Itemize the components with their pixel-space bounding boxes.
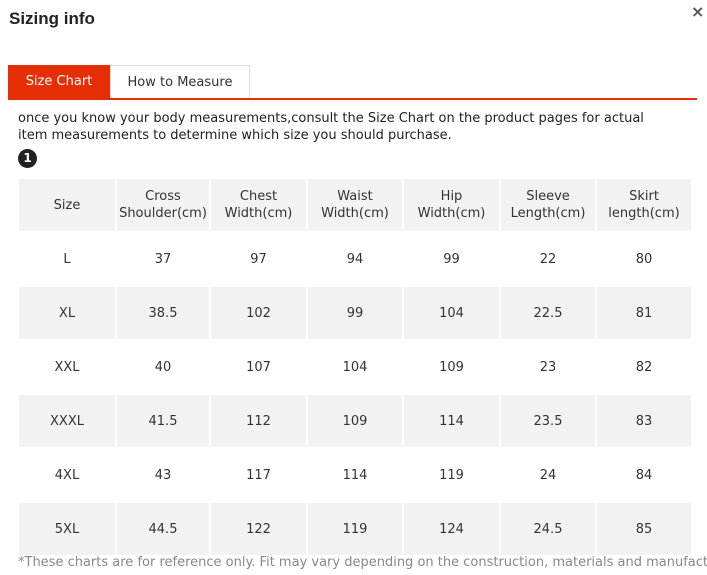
table-cell: 109 [439, 359, 464, 375]
table-cell: 23.5 [501, 395, 595, 447]
table-cell: XL [19, 287, 115, 339]
table-cell: 80 [635, 251, 653, 267]
table-cell: 124 [404, 503, 499, 555]
tab[interactable]: Size Chart [8, 65, 110, 98]
table-cell: 84 [635, 467, 653, 483]
description: once you know your body measurements,con… [18, 111, 644, 143]
column-header: Size [19, 179, 115, 231]
table-cell: 4XL [54, 467, 80, 483]
header-row: Size Cross Shoulder(cm) Chest Width(cm) Wai… [19, 179, 691, 231]
table-cell: 109 [308, 395, 402, 447]
table-cell: 99 [443, 251, 460, 267]
column-header: Chest Width(cm) [211, 179, 306, 231]
table-cell: 85 [597, 503, 691, 555]
table-cell: 119 [439, 467, 464, 483]
column-header: Sleeve Length(cm) [501, 179, 595, 231]
table-cell: 5XL [19, 503, 115, 555]
table-cell: 112 [211, 395, 306, 447]
table-cell: XXL [54, 359, 80, 375]
table-cell: 41.5 [117, 395, 209, 447]
table-cell: 44.5 [117, 503, 209, 555]
table-cell: 22 [539, 251, 557, 267]
table-cell: 83 [597, 395, 691, 447]
table-cell: 82 [635, 359, 653, 375]
table-cell: 24.5 [501, 503, 595, 555]
table-cell: 43 [154, 467, 172, 483]
table-cell: 102 [211, 287, 306, 339]
table-cell: 37 [154, 251, 172, 267]
table-cell: XXXL [19, 395, 115, 447]
table-cell: 122 [211, 503, 306, 555]
table-cell: L [63, 251, 71, 267]
column-header: Skirt length(cm) [597, 179, 691, 231]
table-cell: 104 [342, 359, 368, 375]
table-row: XXL 40 107 104 109 23 82 [19, 341, 691, 393]
table-row: XL 38.5 102 99 104 22.5 81 [19, 287, 691, 339]
tab[interactable]: How to Measure [110, 65, 250, 98]
column-header: Waist Width(cm) [308, 179, 402, 231]
table-row: 4XL 43 117 114 119 24 84 [19, 449, 691, 501]
table-row: L 37 97 94 99 22 80 [19, 233, 691, 285]
column-header: Cross Shoulder(cm) [117, 179, 209, 231]
table-row: 5XL 44.5 122 119 124 24.5 85 [19, 503, 691, 555]
table-cell: 119 [308, 503, 402, 555]
column-header: Hip Width(cm) [404, 179, 499, 231]
table-cell: 99 [308, 287, 402, 339]
table-cell: 114 [342, 467, 368, 483]
table-cell: 97 [250, 251, 267, 267]
table-cell: 107 [246, 359, 271, 375]
footnote: *These charts are for reference only. Fi… [18, 555, 707, 570]
table-cell: 38.5 [117, 287, 209, 339]
table-cell: 104 [404, 287, 499, 339]
table-cell: 117 [246, 467, 271, 483]
tab-bar: Size Chart How to Measure [8, 65, 697, 100]
step-badge: 1 [18, 149, 37, 168]
close-button[interactable]: × [691, 2, 705, 21]
size-table: Size Cross Shoulder(cm) Chest Width(cm) Wai… [17, 177, 693, 557]
table-row: XXXL 41.5 112 109 114 23.5 83 [19, 395, 691, 447]
table-cell: 81 [597, 287, 691, 339]
table-cell: 114 [404, 395, 499, 447]
table-cell: 40 [154, 359, 172, 375]
table-cell: 22.5 [501, 287, 595, 339]
table-cell: 24 [539, 467, 557, 483]
dialog-title: Sizing info [9, 9, 95, 28]
table-cell: 23 [539, 359, 557, 375]
table-cell: 94 [346, 251, 364, 267]
